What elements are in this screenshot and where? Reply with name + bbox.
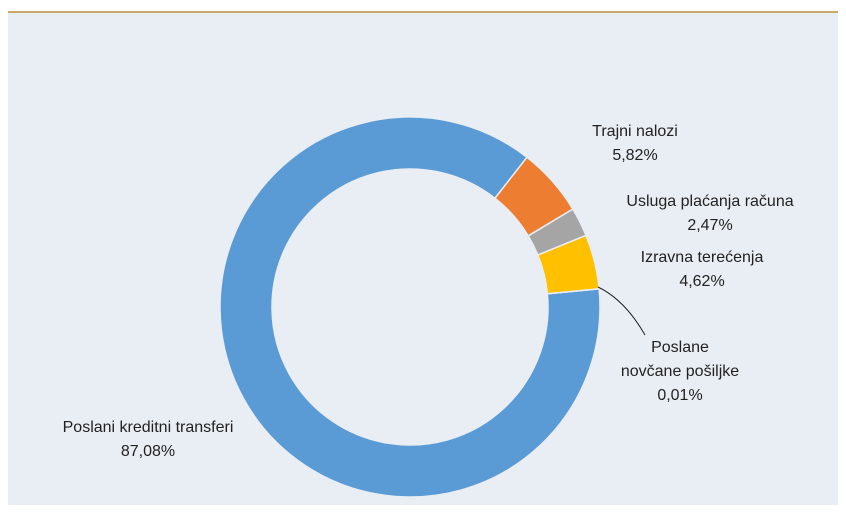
slice-label: Poslane novčane pošiljke 0,01% — [620, 336, 740, 408]
donut-slice — [219, 116, 601, 498]
slice-label: Usluga plaćanja računa 2,47% — [590, 190, 830, 238]
value-label: 0,01% — [657, 387, 703, 404]
category-label: Izravna terećenja — [640, 249, 764, 266]
donut-slice — [493, 156, 574, 237]
donut-slice — [527, 207, 587, 256]
slice-label: Izravna terećenja 4,62% — [602, 246, 802, 294]
chart-panel — [8, 13, 838, 505]
value-label: 5,82% — [612, 147, 658, 164]
slice-label: Trajni nalozi 5,82% — [565, 120, 705, 168]
value-label: 87,08% — [120, 443, 176, 460]
leader-line — [597, 286, 646, 336]
category-label: Poslane novčane pošiljke — [620, 339, 740, 380]
value-label: 2,47% — [687, 217, 733, 234]
top-rule — [8, 11, 838, 13]
category-label: Usluga plaćanja računa — [626, 193, 794, 210]
category-label: Poslani kreditni transferi — [62, 419, 234, 436]
category-label: Trajni nalozi — [592, 123, 678, 140]
donut-slice — [536, 234, 600, 295]
value-label: 4,62% — [679, 273, 725, 290]
slice-label: Poslani kreditni transferi 87,08% — [18, 416, 278, 464]
